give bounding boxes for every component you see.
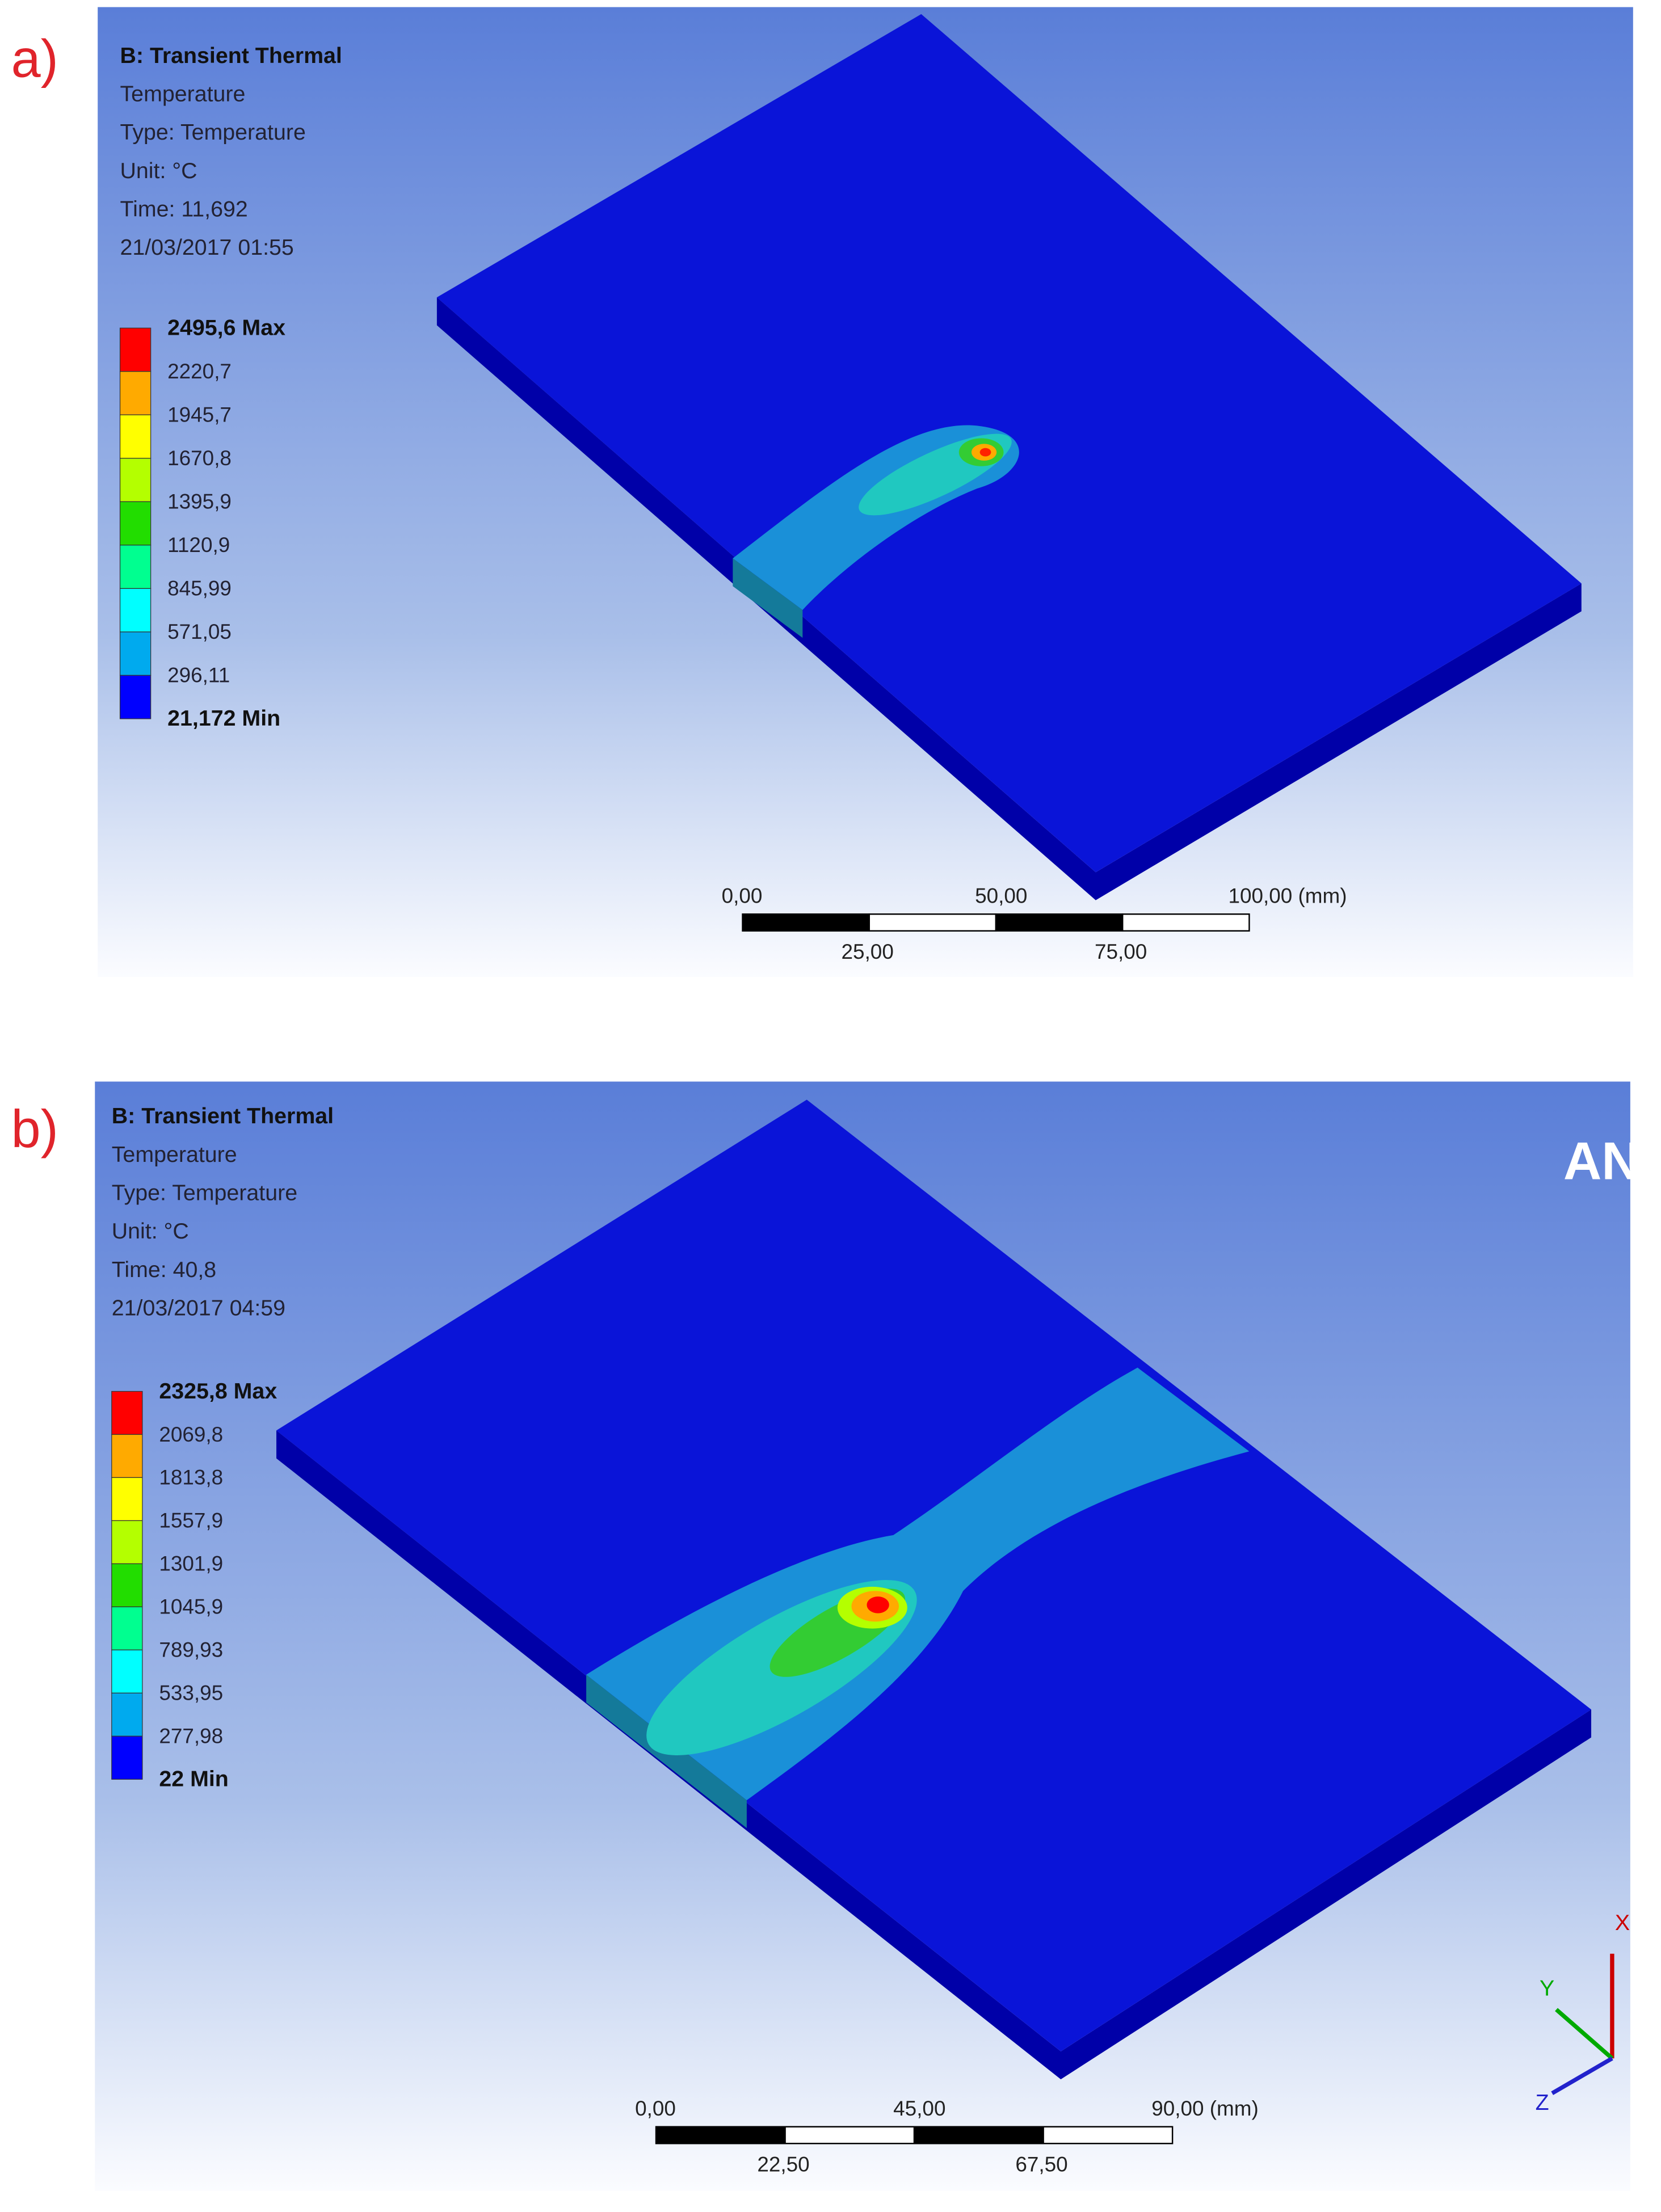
axis-label: Y bbox=[1540, 1976, 1554, 2001]
legend-label: 845,99 bbox=[167, 577, 232, 600]
header-line: Unit: °C bbox=[112, 1219, 189, 1244]
legend-label: 789,93 bbox=[159, 1638, 223, 1662]
legend-swatch bbox=[119, 327, 152, 372]
logo: AN bbox=[1563, 1131, 1640, 1191]
legend-swatch bbox=[119, 545, 152, 589]
axis-label: Z bbox=[1536, 2090, 1549, 2115]
legend-label: 21,172 Min bbox=[167, 706, 280, 731]
scale-label: 0,00 bbox=[722, 884, 763, 908]
trail-side bbox=[733, 558, 803, 638]
scale-label: 90,00 (mm) bbox=[1151, 2097, 1259, 2120]
scale-bar bbox=[1121, 913, 1250, 932]
scale-bar bbox=[913, 2126, 1044, 2144]
legend-swatch bbox=[119, 414, 152, 459]
panel-label: a) bbox=[11, 28, 58, 88]
legend-label: 533,95 bbox=[159, 1682, 223, 1705]
header-line: Temperature bbox=[112, 1142, 237, 1167]
axis-triad bbox=[1551, 1953, 1614, 2095]
legend-label: 1301,9 bbox=[159, 1552, 223, 1575]
scale-label: 22,50 bbox=[757, 2152, 809, 2176]
scale-bar bbox=[742, 913, 870, 932]
axis-label: X bbox=[1615, 1910, 1630, 1935]
legend-swatch bbox=[111, 1563, 143, 1607]
legend-swatch bbox=[111, 1520, 143, 1565]
scale-bar bbox=[1042, 2126, 1174, 2144]
legend-label: 2495,6 Max bbox=[167, 315, 285, 340]
legend-label: 1557,9 bbox=[159, 1509, 223, 1532]
legend-swatch bbox=[111, 1391, 143, 1435]
header-line: B: Transient Thermal bbox=[112, 1103, 334, 1128]
legend-swatch bbox=[119, 458, 152, 502]
legend-swatch bbox=[111, 1477, 143, 1522]
legend-label: 1670,8 bbox=[167, 446, 232, 470]
legend-label: 2220,7 bbox=[167, 360, 232, 383]
heat-zone bbox=[867, 1596, 889, 1613]
header-line: B: Transient Thermal bbox=[120, 43, 342, 68]
header-line: Unit: °C bbox=[120, 158, 197, 183]
legend-swatch bbox=[111, 1606, 143, 1650]
legend-swatch bbox=[119, 631, 152, 676]
scale-label: 0,00 bbox=[635, 2097, 676, 2120]
header-line: Time: 40,8 bbox=[112, 1257, 216, 1282]
header-line: Type: Temperature bbox=[120, 120, 306, 145]
legend-label: 2325,8 Max bbox=[159, 1379, 277, 1404]
legend-swatch bbox=[119, 371, 152, 415]
panel-label: b) bbox=[11, 1099, 58, 1158]
legend-label: 1945,7 bbox=[167, 403, 232, 427]
scale-label: 45,00 bbox=[893, 2097, 945, 2120]
legend-swatch bbox=[119, 501, 152, 546]
legend-swatch bbox=[111, 1735, 143, 1780]
legend-label: 1045,9 bbox=[159, 1595, 223, 1619]
scale-bar bbox=[784, 2126, 915, 2144]
legend-label: 1120,9 bbox=[167, 533, 230, 557]
legend-label: 1395,9 bbox=[167, 490, 232, 513]
scale-bar bbox=[995, 913, 1124, 932]
legend-label: 571,05 bbox=[167, 620, 232, 643]
scale-label: 67,50 bbox=[1015, 2152, 1067, 2176]
scale-label: 75,00 bbox=[1095, 940, 1147, 963]
header-line: Temperature bbox=[120, 82, 246, 107]
scale-bar bbox=[655, 2126, 786, 2144]
legend-swatch bbox=[119, 675, 152, 719]
legend-swatch bbox=[111, 1434, 143, 1478]
legend-label: 22 Min bbox=[159, 1767, 228, 1792]
legend-swatch bbox=[111, 1692, 143, 1737]
legend-swatch bbox=[111, 1649, 143, 1693]
legend-label: 296,11 bbox=[167, 664, 230, 687]
header-line: Type: Temperature bbox=[112, 1181, 297, 1206]
scale-label: 100,00 (mm) bbox=[1229, 884, 1347, 908]
legend-label: 277,98 bbox=[159, 1725, 223, 1748]
header-line: Time: 11,692 bbox=[120, 196, 248, 221]
scale-label: 25,00 bbox=[842, 940, 894, 963]
heat-zone bbox=[979, 448, 991, 457]
scale-bar bbox=[868, 913, 997, 932]
legend-label: 1813,8 bbox=[159, 1466, 223, 1489]
header-line: 21/03/2017 04:59 bbox=[112, 1295, 285, 1320]
scale-label: 50,00 bbox=[975, 884, 1027, 908]
legend-label: 2069,8 bbox=[159, 1423, 223, 1446]
legend-swatch bbox=[119, 588, 152, 633]
header-line: 21/03/2017 01:55 bbox=[120, 235, 294, 260]
